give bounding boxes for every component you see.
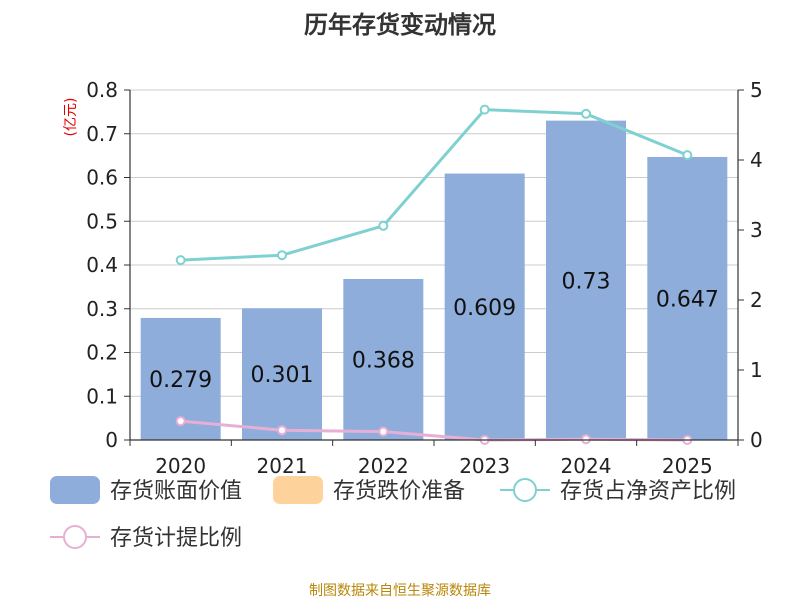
line-point (378, 426, 389, 437)
line-point (277, 250, 287, 261)
line-point (175, 255, 186, 266)
x-tick-label: 2024 (561, 454, 612, 478)
line-point (581, 108, 591, 119)
bar-data-label: 0.647 (656, 287, 719, 312)
y-left-tick-label: 0.2 (86, 341, 118, 365)
y-left-tick-label: 0.8 (86, 78, 118, 102)
y-left-tick-label: 0.7 (86, 122, 118, 146)
y-left-tick-label: 0.5 (86, 209, 118, 233)
x-tick-label: 2023 (459, 454, 510, 478)
legend-label: 存货占净资产比例 (560, 479, 736, 504)
x-tick-label: 2022 (358, 454, 409, 478)
line-point (682, 150, 693, 161)
bar (343, 279, 424, 440)
line-ratio-net-assets (180, 108, 688, 262)
legend-swatch (50, 476, 100, 504)
y-right-tick-label: 3 (750, 218, 763, 242)
axes: 0 0.1 0.2 0.3 0.4 0.5 0.6 0.7 0.8 0 1 2 3 4 5 2020 2021 2… (86, 78, 763, 478)
y-left-tick-label: 0.4 (86, 253, 118, 277)
x-tick-label: 2020 (155, 454, 206, 478)
y-left-unit: (亿元) (63, 98, 79, 137)
legend-swatch (273, 476, 323, 504)
x-tick-label: 2025 (662, 454, 713, 478)
legend-swatch-marker (63, 525, 87, 549)
bar-data-label: 0.301 (251, 363, 314, 388)
y-right-tick-label: 1 (750, 358, 763, 382)
y-left-tick-label: 0 (105, 428, 118, 452)
line-point (277, 425, 287, 436)
y-right-tick-label: 0 (750, 428, 763, 452)
y-left-tick-label: 0.6 (86, 166, 118, 190)
chart-title: 历年存货变动情况 (304, 11, 496, 39)
y-right-tick-label: 2 (750, 288, 763, 312)
bar (242, 308, 322, 440)
legend-swatch-marker (513, 478, 537, 502)
bar-data-label: 0.73 (562, 269, 611, 294)
y-right-tick-label: 5 (750, 78, 763, 102)
legend-label: 存货账面价值 (110, 479, 242, 504)
y-left-tick-label: 0.3 (86, 297, 118, 321)
y-left-tick-label: 0.1 (86, 384, 118, 408)
y-right-tick-label: 4 (750, 148, 763, 172)
legend-label: 存货跌价准备 (333, 479, 465, 504)
grid-lines (130, 89, 738, 397)
line-point (175, 416, 186, 427)
source-note: 制图数据来自恒生聚源数据库 (309, 583, 491, 599)
bar (546, 120, 626, 440)
bar-series: 0.279 0.301 0.368 0.609 0.73 0.647 (140, 120, 728, 440)
x-tick-label: 2021 (257, 454, 308, 478)
bar-data-label: 0.368 (352, 349, 415, 374)
bar-data-label: 0.609 (453, 296, 516, 321)
bar (647, 156, 728, 440)
line-point (378, 220, 389, 231)
line-point (479, 104, 490, 115)
line-point (581, 434, 591, 445)
bar (444, 173, 525, 440)
bar-data-label: 0.279 (149, 368, 212, 393)
legend-label: 存货计提比例 (110, 526, 242, 551)
